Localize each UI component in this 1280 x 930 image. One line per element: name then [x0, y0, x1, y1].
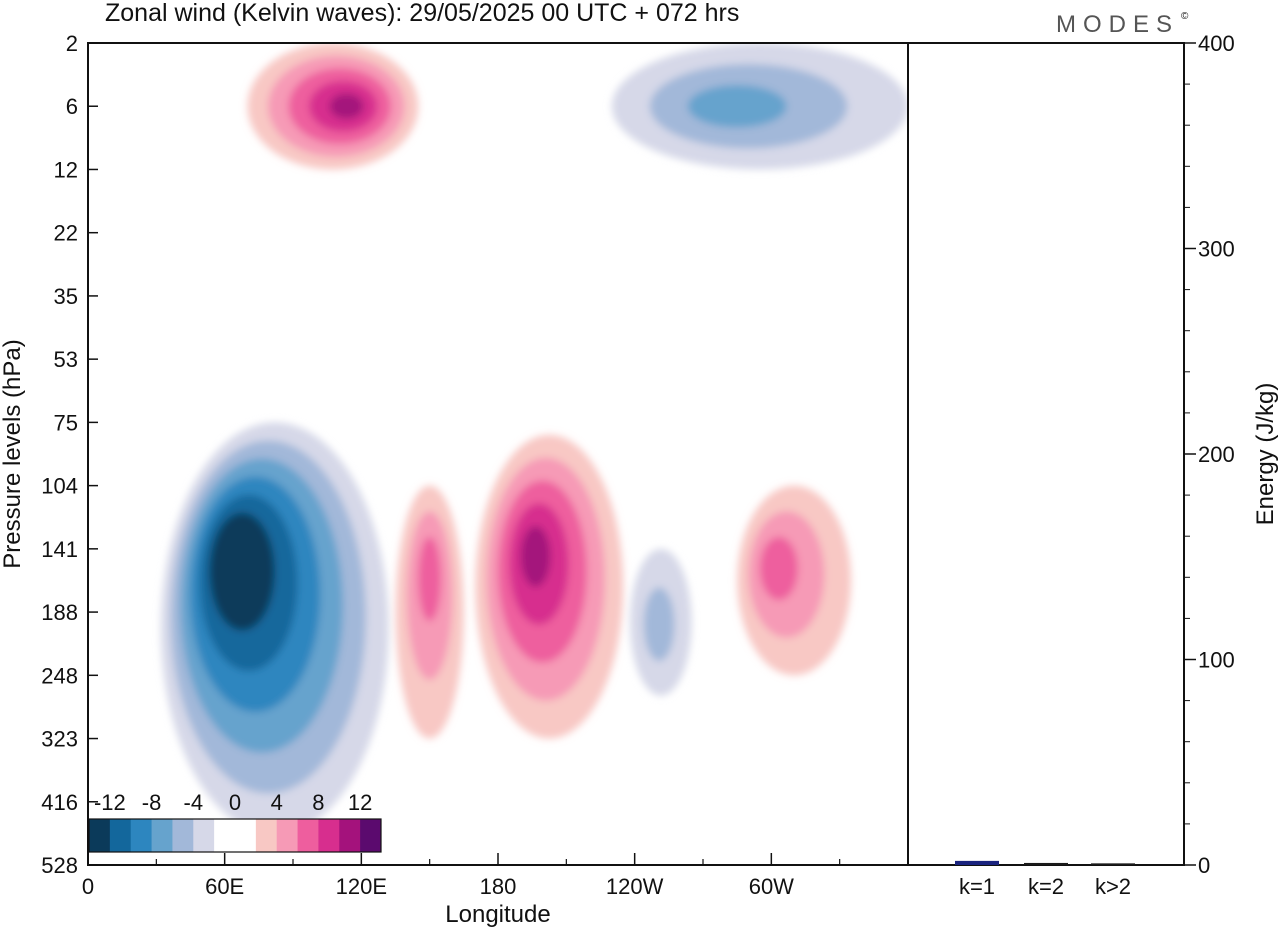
colorbar-swatch: [214, 819, 236, 852]
colorbar-swatch: [235, 819, 257, 852]
y-tick-label: 528: [41, 853, 78, 878]
colorbar-swatch: [276, 819, 299, 852]
wind-contours: [160, 43, 908, 835]
energy-category-label: k>2: [1095, 874, 1131, 899]
contour-level: [418, 536, 442, 622]
energy-tick-label: 300: [1198, 237, 1235, 262]
y-tick-label: 2: [66, 31, 78, 56]
contour-level: [520, 526, 551, 587]
colorbar-frame: [88, 818, 382, 853]
y-axis-label: Pressure levels (hPa): [0, 339, 26, 568]
energy-bar: [1091, 863, 1135, 865]
wind-anomaly-positive: [247, 43, 419, 170]
energy-bar: [1024, 862, 1068, 865]
wind-anomaly-negative: [630, 548, 692, 696]
wind-anomaly-negative: [160, 422, 389, 835]
energy-panel: k=1 k=2 k>2 0 100 200 300 400 Energy (J/kg): [907, 31, 1279, 899]
y-tick-label: 323: [41, 727, 78, 752]
x-tick-label: 120E: [336, 874, 387, 899]
colorbar-swatch: [339, 819, 361, 852]
energy-category-label: k=2: [1028, 874, 1064, 899]
colorbar-label: 4: [271, 790, 283, 815]
energy-category-label: k=1: [959, 874, 995, 899]
colorbar-swatch: [193, 819, 215, 852]
contour-level: [219, 530, 253, 590]
energy-frame: [907, 42, 1185, 866]
energy-bar: [955, 860, 999, 865]
colorbar-swatch: [89, 819, 111, 852]
wind-anomaly-positive: [737, 485, 852, 676]
x-axis-label: Longitude: [445, 901, 550, 928]
x-tick-label: 60W: [749, 874, 794, 899]
x-tick-label: 0: [82, 874, 94, 899]
contour-level: [643, 587, 675, 661]
wind-anomaly-negative: [611, 43, 908, 170]
colorbar-swatch: [318, 819, 340, 852]
x-tick-label: 180: [480, 874, 517, 899]
colorbar-swatch: [255, 819, 278, 852]
y-tick-label: 53: [54, 347, 78, 372]
colorbar-label: 0: [229, 790, 241, 815]
colorbar-swatch: [151, 819, 173, 852]
colorbar-label: -12: [94, 790, 126, 815]
colorbar-swatch: [297, 819, 319, 852]
colorbar-swatch: [130, 819, 153, 852]
colorbar-swatch: [109, 819, 132, 852]
energy-axis-label: Energy (J/kg): [1252, 383, 1279, 526]
colorbar-label: 12: [348, 790, 372, 815]
brand-logo: MODES: [1056, 11, 1179, 38]
x-tick-label: 120W: [606, 874, 664, 899]
wind-anomaly-positive: [475, 434, 624, 739]
energy-tick-label: 0: [1198, 853, 1210, 878]
colorbar-swatch: [172, 819, 194, 852]
x-axis: 0 60E 120E 180 120W 60W: [82, 853, 841, 899]
energy-tick-label: 400: [1198, 31, 1235, 56]
energy-tick-label: 200: [1198, 442, 1235, 467]
colorbar-label: -4: [184, 790, 204, 815]
y-tick-label: 22: [54, 221, 78, 246]
wind-anomaly-positive: [395, 485, 464, 739]
y-tick-label: 416: [41, 790, 78, 815]
colorbar-label: -8: [142, 790, 162, 815]
y-tick-label: 12: [54, 157, 78, 182]
contour-level: [329, 93, 364, 119]
y-tick-label: 75: [54, 410, 78, 435]
colorbar-swatch: [360, 819, 382, 852]
contour-level: [759, 536, 798, 601]
y-tick-label: 6: [66, 94, 78, 119]
energy-tick-label: 100: [1198, 648, 1235, 673]
chart-title: Zonal wind (Kelvin waves): 29/05/2025 00…: [105, 0, 739, 27]
y-tick-label: 141: [41, 537, 78, 562]
energy-axis: 0 100 200 300 400: [1184, 31, 1235, 878]
y-tick-label: 35: [54, 284, 78, 309]
energy-bars: k=1 k=2 k>2: [955, 860, 1135, 899]
y-axis: 2 6 12 22 35 53 75 104 141 188 248 323 416 528: [41, 31, 98, 878]
brand-mark: ©: [1181, 11, 1189, 22]
y-tick-label: 188: [41, 600, 78, 625]
y-tick-label: 248: [41, 663, 78, 688]
y-tick-label: 104: [41, 474, 78, 499]
colorbar-label: 8: [312, 790, 324, 815]
colorbar: -12 -8 -4 0 4 8 12: [88, 790, 382, 853]
x-tick-label: 60E: [205, 874, 244, 899]
contour-level: [687, 85, 787, 128]
heatmap-panel: [87, 42, 909, 866]
